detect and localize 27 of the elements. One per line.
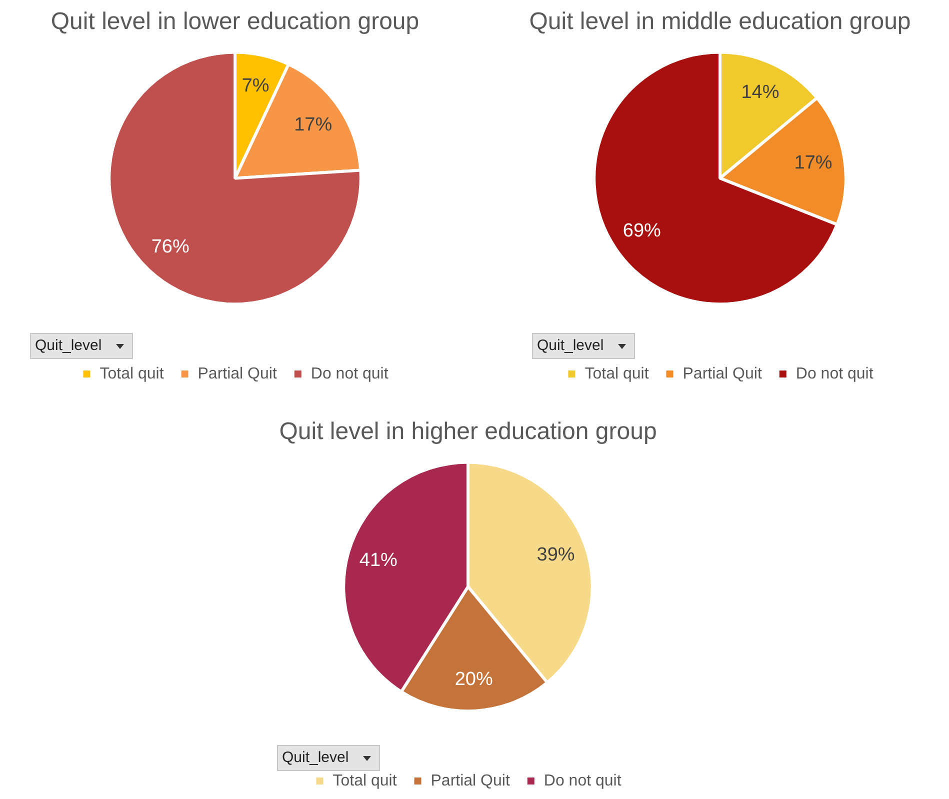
field-button: Quit_level <box>30 333 133 359</box>
legend-label: Do not quit <box>310 365 389 382</box>
data-label: 20% <box>454 669 493 690</box>
chart-title: Quit level in lower education group <box>50 8 420 36</box>
legend-label: Do not quit <box>544 772 622 790</box>
data-label: 17% <box>794 152 832 174</box>
legend-title: Quit_level <box>282 748 349 768</box>
data-label: 69% <box>622 220 662 242</box>
data-label: 7% <box>242 75 270 96</box>
data-label: 76% <box>151 236 190 258</box>
legend-title: Quit_level <box>35 336 102 356</box>
legend-label: Total quit <box>584 365 650 382</box>
legend-label: Partial Quit <box>430 772 510 790</box>
legend-label: Total quit <box>100 365 164 382</box>
data-label: 17% <box>294 114 332 136</box>
chart-title: Quit level in middle education group <box>529 8 911 36</box>
field-button: Quit_level <box>277 745 380 771</box>
legend-label: Partial Quit <box>198 365 278 382</box>
legend-label: Partial Quit <box>682 365 762 382</box>
legend-label: Total quit <box>332 772 398 790</box>
data-label: 14% <box>741 82 780 103</box>
legend-label: Do not quit <box>796 365 874 382</box>
data-label: 39% <box>536 544 575 566</box>
legend-title: Quit_level <box>537 336 604 356</box>
chart-title: Quit level in higher education group <box>279 418 657 446</box>
data-label: 41% <box>359 550 398 571</box>
field-button: Quit_level <box>532 333 635 359</box>
